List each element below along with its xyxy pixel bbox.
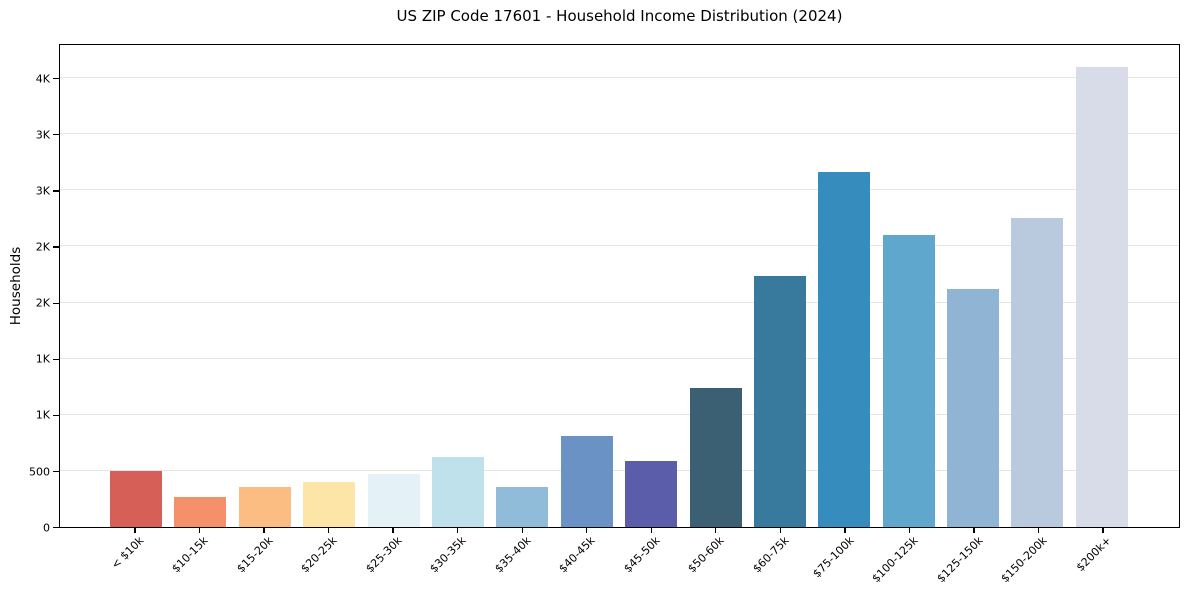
y-tick-label-3: 1K [35,352,50,366]
x-tick-mark [650,528,652,533]
x-tick-mark [392,528,394,533]
bar-60-75k [753,275,806,527]
bar-40-45k [560,436,613,527]
y-tick-label-2: 1K [35,408,50,422]
gridline [60,413,1179,415]
bar-125-150k [947,289,1000,527]
x-tick-mark [198,528,201,533]
y-axis-label: Households [8,246,24,326]
bars-container [110,45,1128,527]
x-tick-label-10k: < $10k [108,534,147,572]
bar-15-20k [238,487,291,527]
bar-10-15k [174,497,227,527]
x-tick-label-25-30k: $25-30k [363,534,405,576]
y-tick-mark [53,78,59,80]
x-tick-label-35-40k: $35-40k [492,534,534,576]
gridline [60,133,1179,135]
y-tick-mark [53,470,59,473]
bar-50-60k [689,387,742,527]
y-tick-mark [53,190,59,192]
gridline [60,189,1179,191]
x-tick-label-60-75k: $60-75k [750,534,792,576]
gridline [60,245,1179,247]
bar-20-25k [303,481,356,527]
bar-35-40k [496,486,549,527]
plot-area [59,44,1180,528]
x-tick-mark [715,528,717,533]
bar-45-50k [625,460,678,527]
y-tick-label-7: 3K [35,128,50,142]
bar-200k [1075,66,1128,527]
gridline [60,77,1179,78]
x-tick-label-75-100k: $75-100k [809,534,857,581]
x-tick-mark [134,528,136,533]
x-tick-mark [521,528,523,533]
gridline [60,301,1179,303]
y-tick-mark [53,246,59,248]
y-tick-label-4: 2K [35,296,50,310]
y-tick-label-6: 3K [35,184,50,198]
x-tick-label-200k: $200k+ [1074,534,1115,575]
y-tick-mark [53,358,59,360]
x-tick-label-15-20k: $15-20k [234,534,276,576]
x-tick-mark [457,528,459,533]
x-tick-mark [973,528,975,533]
x-tick-label-20-25k: $20-25k [298,534,340,576]
x-tick-mark [844,528,846,533]
x-tick-mark [908,528,911,533]
x-tick-mark [1102,528,1104,533]
y-tick-label-1: 500 [29,465,50,479]
y-tick-mark [53,527,59,529]
y-tick-mark [53,414,59,417]
bar-100-125k [882,235,935,527]
x-tick-label-125-150k: $125-150k [933,534,986,586]
gridline [60,357,1179,359]
y-tick-label-5: 2K [35,240,50,254]
x-tick-label-100-125k: $100-125k [869,534,921,586]
y-tick-label-0: 0 [43,521,50,535]
y-tick-mark [53,302,59,304]
x-tick-mark [586,528,588,533]
x-tick-mark [263,528,265,533]
y-tick-label-8: 4K [35,72,50,86]
x-tick-label-10-15k: $10-15k [169,534,211,576]
x-tick-label-50-60k: $50-60k [685,534,728,576]
bar-75-100k [818,171,871,527]
x-tick-label-30-35k: $30-35k [427,534,469,576]
bar-30-35k [431,457,484,527]
gridline [60,469,1179,471]
bar-10k [110,470,162,527]
x-tick-label-150-200k: $150-200k [998,534,1050,586]
x-tick-label-45-50k: $45-50k [621,534,663,576]
bar-25-30k [367,474,420,527]
x-tick-mark [779,528,781,533]
chart-title: US ZIP Code 17601 - Household Income Dis… [396,7,843,25]
y-tick-mark [53,134,59,136]
x-tick-mark [327,528,330,533]
bar-150-200k [1011,218,1064,527]
x-tick-mark [1037,528,1040,533]
x-tick-label-40-45k: $40-45k [556,534,598,576]
